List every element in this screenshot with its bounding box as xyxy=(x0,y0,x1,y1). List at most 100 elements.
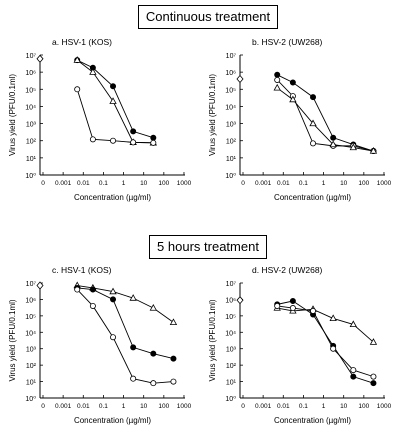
control-diamond-marker xyxy=(36,281,44,290)
x-tick-label: 1 xyxy=(322,180,326,187)
data-point-open-circle xyxy=(130,375,137,382)
x-tick-label: 100 xyxy=(158,403,169,410)
y-tick-label: 10⁶ xyxy=(225,70,236,77)
series-line-open-circle xyxy=(76,289,174,384)
data-point-triangle xyxy=(109,287,117,295)
data-point-triangle xyxy=(369,147,378,154)
data-point-open-circle xyxy=(170,378,177,385)
series-line-filled-circle xyxy=(277,74,374,152)
data-point-open-circle xyxy=(370,373,377,380)
data-point-triangle xyxy=(349,143,357,151)
data-point-triangle xyxy=(349,320,357,328)
y-tick-label: 10⁰ xyxy=(25,172,36,180)
data-point-filled-circle xyxy=(89,286,96,293)
data-point-open-circle xyxy=(350,367,357,374)
data-point-filled-circle xyxy=(310,94,317,101)
x-tick-label: 100 xyxy=(358,180,369,187)
data-point-triangle xyxy=(369,338,378,345)
x-tick-label: 1 xyxy=(122,403,126,410)
y-tick-label: 10⁰ xyxy=(25,395,36,403)
x-tick-label: 0.01 xyxy=(277,180,290,187)
y-tick-label: 10³ xyxy=(26,347,37,354)
data-point-filled-circle xyxy=(130,344,137,351)
series-line-open-circle xyxy=(276,79,374,152)
x-tick-label: 10 xyxy=(340,180,348,187)
control-diamond-marker xyxy=(36,54,44,63)
data-point-triangle xyxy=(109,97,117,104)
chart-panel-b: 10⁰ 10¹ 10² 10³ 10⁴ 10⁵ 10⁶ 10⁷ 0 0.001 0.01 0.1 1 10… xyxy=(208,37,392,202)
panel-title: b. HSV-2 (UW268) xyxy=(252,37,323,47)
data-point-filled-circle xyxy=(130,128,137,135)
y-tick-label: 10² xyxy=(226,139,237,146)
control-diamond-marker xyxy=(236,74,244,84)
y-tick-label: 10⁵ xyxy=(25,314,36,321)
x-tick-label: 0 xyxy=(241,403,245,410)
series-line-open-circle xyxy=(277,305,374,378)
x-tick-label: 1000 xyxy=(177,180,192,187)
data-point-filled-circle xyxy=(150,350,157,357)
x-tick-label: 0.1 xyxy=(299,180,308,187)
data-point-open-circle xyxy=(130,139,137,146)
data-point-open-circle xyxy=(89,302,96,309)
data-point-filled-circle xyxy=(330,134,337,141)
x-axis-label: Concentration (µg/ml) xyxy=(274,416,351,425)
series-line-triangle xyxy=(277,307,374,343)
chart-panel-a: 10⁰ 10¹ 10² 10³ 10⁴ 10⁵ 10⁶ 10⁷ 0 0.001 0.01 0.1 1 10… xyxy=(8,37,192,202)
data-point-triangle xyxy=(289,95,297,103)
y-tick-label: 10¹ xyxy=(26,156,37,163)
y-tick-label: 10³ xyxy=(26,122,37,129)
y-tick-label: 10⁶ xyxy=(25,297,36,304)
data-point-open-circle xyxy=(330,345,337,352)
data-point-filled-circle xyxy=(110,296,117,303)
data-point-triangle xyxy=(329,140,337,148)
y-tick-label: 10⁰ xyxy=(225,395,236,403)
data-point-filled-circle xyxy=(370,380,377,387)
data-point-filled-circle xyxy=(350,373,357,380)
data-point-filled-circle xyxy=(110,83,117,90)
five-hours-treatment-header: 5 hours treatment xyxy=(149,235,267,259)
series-line-filled-circle xyxy=(77,287,174,360)
y-tick-label: 10⁶ xyxy=(225,297,236,304)
panel-title: a. HSV-1 (KOS) xyxy=(52,37,112,47)
x-tick-label: 0.001 xyxy=(55,180,72,187)
y-tick-label: 10² xyxy=(26,139,37,146)
chart-panel-c: 10⁰ 10¹ 10² 10³ 10⁴ 10⁵ 10⁶ 10⁷ 0 0.001 0.01 0.1 1 10… xyxy=(8,265,192,425)
data-point-open-circle xyxy=(310,140,317,147)
data-point-open-circle xyxy=(74,86,81,93)
data-point-open-circle xyxy=(150,380,157,387)
data-point-filled-circle xyxy=(274,71,281,78)
data-point-triangle xyxy=(309,119,317,127)
data-point-triangle xyxy=(73,56,81,63)
y-axis-label: Virus yield (PFU/0.1ml) xyxy=(208,299,217,381)
x-tick-label: 10 xyxy=(140,403,148,410)
data-point-triangle xyxy=(129,294,137,301)
x-tick-label: 0 xyxy=(41,403,45,410)
x-tick-label: 10 xyxy=(140,180,148,187)
y-tick-label: 10⁶ xyxy=(25,70,36,77)
data-point-filled-circle xyxy=(289,298,296,305)
y-tick-label: 10⁰ xyxy=(225,172,236,180)
x-tick-label: 0 xyxy=(241,180,245,187)
y-tick-label: 10¹ xyxy=(26,380,37,387)
data-point-triangle xyxy=(329,314,337,322)
y-tick-label: 10² xyxy=(226,363,237,370)
x-tick-label: 10 xyxy=(340,403,348,410)
x-tick-label: 0 xyxy=(41,180,45,187)
x-axis-label: Concentration (µg/ml) xyxy=(74,416,151,425)
y-tick-label: 10⁴ xyxy=(25,330,36,337)
x-axis-label: Concentration (µg/ml) xyxy=(74,193,151,202)
x-tick-label: 0.01 xyxy=(77,180,90,187)
y-tick-label: 10¹ xyxy=(226,380,237,387)
y-axis-label: Virus yield (PFU/0.1ml) xyxy=(8,299,17,381)
data-point-open-circle xyxy=(274,302,281,309)
control-diamond-marker xyxy=(236,296,244,305)
x-axis-label: Concentration (µg/ml) xyxy=(274,193,351,202)
y-tick-label: 10⁵ xyxy=(25,87,36,94)
x-tick-label: 1000 xyxy=(177,403,192,410)
x-tick-label: 0.001 xyxy=(255,180,272,187)
x-tick-label: 0.001 xyxy=(255,403,272,410)
continuous-treatment-header: Continuous treatment xyxy=(138,5,278,29)
data-point-triangle xyxy=(149,303,157,311)
panel-title: d. HSV-2 (UW268) xyxy=(252,265,323,275)
data-point-open-circle xyxy=(110,334,117,341)
